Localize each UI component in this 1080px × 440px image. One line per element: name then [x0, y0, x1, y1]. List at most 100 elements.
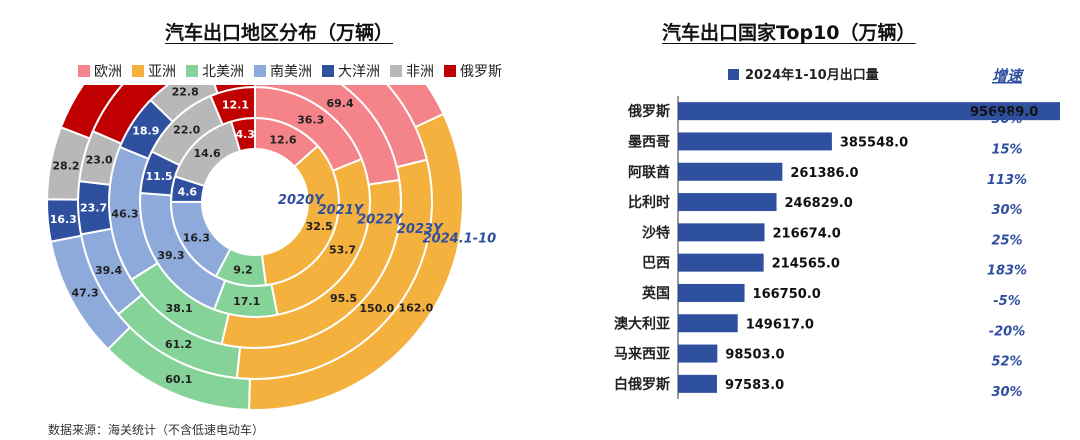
donut-value-label: 22.0: [173, 124, 200, 137]
donut-legend: 欧洲 亚洲 北美洲 南美洲 大洋洲 非洲 俄罗斯: [78, 61, 502, 81]
donut-value-label: 23.7: [80, 201, 107, 214]
bar-category-label: 马来西亚: [614, 347, 670, 363]
donut-value-label: 53.7: [329, 243, 356, 256]
donut-value-label: 95.5: [330, 292, 357, 305]
bar-value-label: 214565.0: [772, 257, 840, 272]
donut-value-label: 36.3: [297, 114, 324, 127]
growth-rate-label: 52%: [991, 355, 1022, 370]
bar-category-label: 澳大利亚: [614, 315, 670, 332]
growth-rate-label: 113%: [987, 173, 1027, 188]
bar-value-label: 246829.0: [785, 196, 853, 211]
bar-value-label: 149617.0: [746, 317, 814, 332]
donut-value-label: 17.1: [233, 295, 260, 308]
bar-category-label: 巴西: [642, 256, 670, 272]
donut-value-label: 12.1: [222, 98, 249, 111]
donut-value-label: 39.3: [157, 249, 184, 262]
legend-label: 北美洲: [202, 64, 244, 80]
bar: [678, 162, 783, 181]
legend-label: 非洲: [406, 64, 434, 80]
donut-value-label: 61.2: [165, 338, 192, 351]
donut-value-label: 9.2: [233, 263, 253, 276]
growth-rate-label: 30%: [991, 112, 1022, 127]
bar: [678, 102, 1060, 121]
donut-value-label: 16.3: [183, 231, 210, 244]
bar: [678, 283, 745, 302]
donut-value-label: 4.3: [235, 128, 255, 141]
donut-value-label: 162.0: [398, 302, 433, 315]
legend-label: 南美洲: [270, 64, 312, 80]
growth-rate-label: -5%: [993, 294, 1020, 309]
bar-category-label: 俄罗斯: [627, 103, 670, 120]
ring-year-label: 2022Y: [357, 212, 404, 227]
legend-swatch: [78, 65, 90, 77]
bar: [678, 132, 832, 151]
ring-year-label: 2023Y: [397, 222, 444, 237]
legend-label: 俄罗斯: [460, 64, 502, 80]
donut-segment: [213, 85, 256, 95]
bar: [678, 193, 777, 212]
legend-swatch: [186, 65, 198, 77]
donut-value-label: 32.5: [306, 220, 333, 233]
legend-label: 亚洲: [148, 64, 176, 80]
bar-value-label: 166750.0: [753, 287, 821, 302]
growth-rate-label: -20%: [989, 324, 1026, 339]
bar-value-label: 98503.0: [725, 348, 784, 363]
legend-swatch: [254, 65, 266, 77]
donut-value-label: 12.6: [269, 133, 296, 146]
ring-year-label: 2024.1-10: [423, 232, 497, 247]
bar-value-label: 261386.0: [790, 166, 858, 181]
legend-item: 北美洲: [186, 61, 244, 81]
growth-rate-label: 30%: [991, 385, 1022, 400]
donut-value-label: 150.0: [359, 302, 394, 315]
donut-value-label: 14.6: [194, 147, 221, 160]
legend-item: 非洲: [390, 61, 434, 81]
bar: [678, 223, 765, 242]
bar-category-label: 墨西哥: [628, 134, 670, 150]
donut-value-label: 4.6: [178, 185, 198, 198]
data-source-note: 数据来源：海关统计（不含低速电动车）: [48, 423, 265, 437]
right-chart-title: 汽车出口国家Top10（万辆）: [662, 22, 916, 44]
donut-value-label: 11.5: [145, 170, 172, 183]
legend-item: 南美洲: [254, 61, 312, 81]
legend-label: 大洋洲: [338, 64, 380, 80]
ring-year-label: 2020Y: [278, 193, 325, 208]
donut-value-label: 47.3: [71, 286, 98, 299]
legend-swatch: [444, 65, 456, 77]
legend-label: 欧洲: [94, 64, 122, 80]
legend-item: 欧洲: [78, 61, 122, 81]
bar-value-label: 385548.0: [840, 135, 908, 150]
donut-value-label: 28.2: [52, 160, 79, 173]
donut-chart: 12.6 32.5 9.2 16.3 4.6 14.6 4.3 36.3 53.7 17.1 39.…: [46, 85, 497, 411]
donut-segment: [59, 85, 124, 140]
bar: [678, 314, 738, 333]
donut-value-label: 60.1: [165, 373, 192, 386]
bar-category-label: 沙特: [642, 224, 670, 241]
left-chart-title: 汽车出口地区分布（万辆）: [165, 22, 394, 44]
growth-rate-label: 25%: [991, 233, 1022, 248]
legend-swatch: [390, 65, 402, 77]
donut-value-label: 39.4: [95, 264, 122, 277]
bar-legend-swatch: [728, 69, 739, 80]
bar-value-label: 97583.0: [725, 378, 784, 393]
growth-rate-label: 15%: [991, 142, 1022, 157]
bar-category-label: 阿联酋: [628, 164, 670, 181]
bar-value-label: 216674.0: [772, 226, 840, 241]
legend-swatch: [132, 65, 144, 77]
bar: [678, 374, 717, 393]
donut-value-label: 38.1: [166, 302, 193, 315]
bar: [678, 253, 764, 272]
donut-value-label: 18.9: [132, 124, 159, 137]
legend-item: 俄罗斯: [444, 61, 502, 81]
donut-value-label: 69.4: [326, 97, 353, 110]
donut-value-label: 23.0: [86, 154, 113, 167]
donut-value-label: 22.8: [172, 86, 199, 99]
legend-item: 大洋洲: [322, 61, 380, 81]
legend-item: 亚洲: [132, 61, 176, 81]
bar-category-label: 比利时: [628, 194, 670, 211]
bar-category-label: 白俄罗斯: [614, 376, 670, 393]
bar-legend-label: 2024年1-10月出口量: [745, 67, 879, 83]
donut-value-label: 46.3: [111, 207, 138, 220]
bar: [678, 344, 718, 363]
growth-rate-label: 183%: [987, 264, 1027, 279]
